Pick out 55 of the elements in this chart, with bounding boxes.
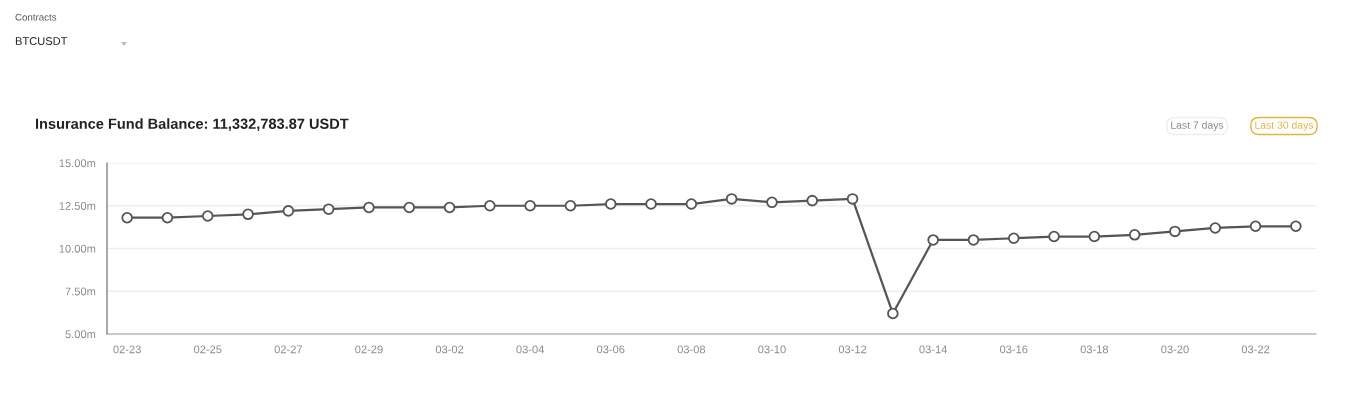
text: Last 30 days <box>1255 121 1314 131</box>
point <box>604 198 617 210</box>
x-tick-label: 03-04 <box>516 345 545 354</box>
point <box>161 211 174 224</box>
point <box>806 194 819 207</box>
text: BTCUSDT <box>15 37 68 45</box>
point <box>846 193 859 205</box>
x-tick-label: 03-10 <box>758 345 786 354</box>
y-tick-label: 7.50m <box>65 287 96 296</box>
point <box>887 307 899 320</box>
point <box>121 211 133 224</box>
point <box>1209 222 1222 234</box>
point <box>1128 229 1141 241</box>
point <box>645 198 657 210</box>
point <box>967 234 980 246</box>
point <box>484 199 496 212</box>
text: Last 7 days <box>1171 121 1224 131</box>
point <box>1048 230 1060 243</box>
point <box>242 208 254 221</box>
point <box>282 205 295 217</box>
x-tick-label: 03-14 <box>919 345 948 354</box>
point <box>1290 220 1302 233</box>
point <box>524 199 536 212</box>
x-tick-label: 03-18 <box>1080 345 1109 354</box>
y-tick-label: 10.00m <box>59 244 96 253</box>
point <box>363 201 375 214</box>
point <box>1249 220 1262 233</box>
point <box>1169 225 1181 238</box>
point <box>564 199 577 212</box>
x-tick-label: 03-22 <box>1241 345 1270 354</box>
point <box>927 234 939 246</box>
x-tick-label: 03-12 <box>838 345 867 354</box>
point <box>725 193 738 205</box>
y-tick-label: 5.00m <box>65 330 96 339</box>
y-tick-label: 12.50m <box>59 202 96 210</box>
x-tick-label: 02-23 <box>113 345 141 354</box>
point <box>1088 230 1101 243</box>
point <box>766 196 778 209</box>
x-tick-label: 02-27 <box>274 345 302 354</box>
x-tick-label: 03-06 <box>596 345 625 354</box>
x-tick-label: 03-02 <box>435 345 464 354</box>
point <box>201 210 214 222</box>
x-tick-label: 03-08 <box>677 345 706 354</box>
point <box>443 201 456 214</box>
chart-title: Insurance Fund Balance: 11,332,783.87 USDT <box>35 118 349 132</box>
point <box>685 198 698 210</box>
point <box>322 203 335 215</box>
x-tick-label: 03-16 <box>999 345 1028 354</box>
x-tick-label: 03-20 <box>1161 345 1189 354</box>
text: Contracts <box>15 13 57 21</box>
point <box>1007 232 1020 245</box>
x-tick-label: 02-25 <box>193 345 222 354</box>
y-tick-label: 15.00m <box>59 159 96 168</box>
x-tick-label: 02-29 <box>355 345 383 354</box>
point <box>403 201 416 214</box>
